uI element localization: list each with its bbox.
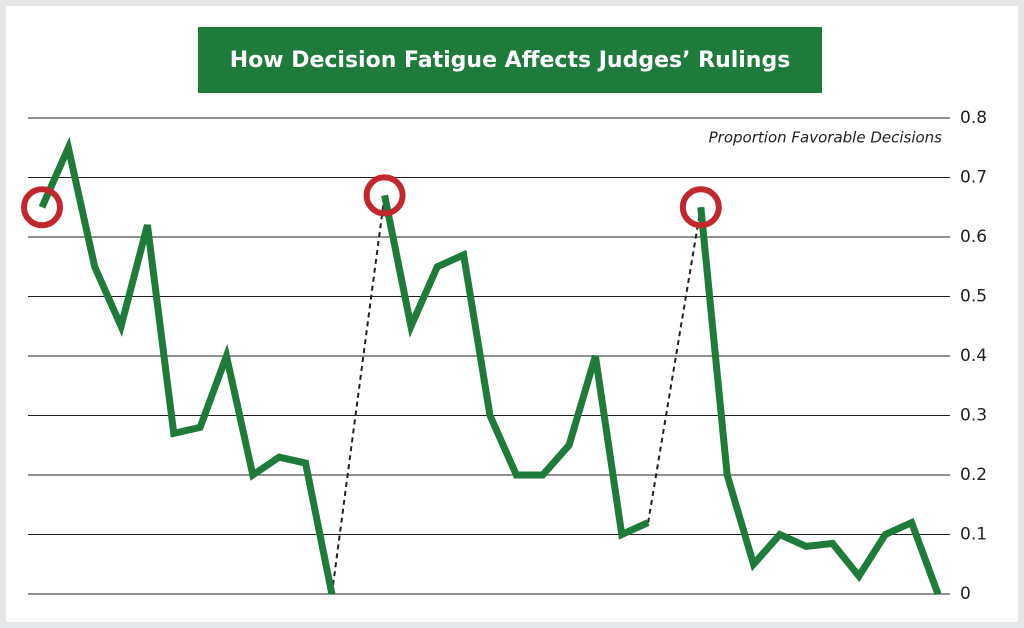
y-tick-label: 0 [960, 584, 971, 604]
connector [330, 195, 386, 595]
highlight-circle [21, 186, 63, 229]
y-tick-label: 0.2 [960, 465, 987, 485]
highlight-circle [679, 186, 722, 229]
y-tick-label: 0.7 [960, 168, 987, 188]
chart-title: How Decision Fatigue Affects Judges’ Rul… [230, 48, 791, 73]
panel [6, 6, 1018, 622]
highlight-circle [363, 174, 406, 217]
y-tick-label: 0.3 [960, 406, 987, 426]
data-line [38, 136, 942, 596]
y-tick-label: 0.5 [960, 287, 987, 307]
y-tick-label: 0.8 [960, 108, 987, 128]
y-tick-label: 0.4 [960, 346, 987, 366]
y-tick-label: 0.1 [960, 525, 987, 545]
y-axis-label: Proportion Favorable Decisions [709, 129, 943, 147]
y-tick-label: 0.6 [960, 227, 987, 247]
title-banner [198, 27, 822, 93]
